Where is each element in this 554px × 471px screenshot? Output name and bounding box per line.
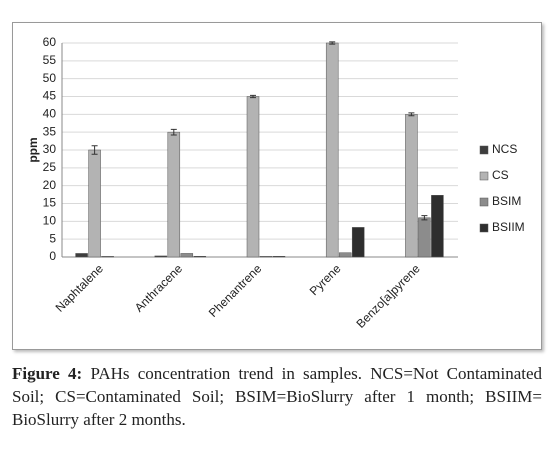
chart-frame [12, 22, 542, 350]
y-tick-label: 35 [43, 124, 57, 138]
bar [167, 131, 181, 258]
y-tick-label: 55 [43, 53, 57, 67]
bar [193, 256, 207, 258]
x-tick-label: Anthracene [132, 261, 186, 315]
chart: ppm 0 5 10 15 20 25 30 35 40 45 50 55 60 Naphtalene An… [26, 35, 525, 331]
bar [154, 255, 168, 258]
error-bar [91, 145, 98, 155]
x-tick-label: Benzo[a]pyrene [353, 261, 423, 331]
legend-label: CS [492, 168, 509, 182]
bar [101, 256, 114, 258]
bar [259, 256, 273, 258]
legend-label: BSIM [492, 194, 521, 208]
y-tick-label: 20 [43, 178, 57, 192]
bar [75, 253, 88, 258]
error-bar [329, 41, 336, 45]
y-tick-label: 50 [43, 71, 57, 85]
legend-swatch [479, 171, 489, 181]
y-tick-label: 15 [43, 196, 57, 210]
y-tick-label: 40 [43, 107, 57, 121]
y-tick-label: 25 [43, 160, 57, 174]
bar [272, 256, 286, 258]
bar [88, 149, 101, 258]
caption: Figure 4: PAHs concentration trend in sa… [12, 362, 542, 431]
y-axis-label: ppm [26, 137, 40, 162]
y-tick-label: 5 [49, 231, 56, 245]
bar [405, 114, 418, 258]
legend-label: BSIIM [492, 220, 525, 234]
x-tick-label: Phenantrene [206, 261, 265, 320]
y-tick-label: 60 [43, 35, 57, 49]
y-tick-label: 0 [49, 249, 56, 263]
y-tick-label: 10 [43, 214, 57, 228]
legend-swatch [479, 197, 489, 207]
bar [338, 252, 352, 258]
bar [431, 195, 444, 258]
y-tick-label: 45 [43, 89, 57, 103]
bar [418, 217, 431, 258]
error-bar [408, 112, 415, 117]
error-bar [170, 128, 177, 136]
legend-swatch [479, 145, 489, 155]
legend-label: NCS [492, 142, 517, 156]
bar [246, 96, 260, 258]
caption-label: Figure 4: [12, 364, 83, 383]
bar [180, 253, 194, 258]
x-tick-label: Naphtalene [53, 261, 107, 315]
bar [325, 42, 339, 258]
bar [351, 227, 365, 258]
error-bar [421, 215, 428, 221]
x-tick-label: Pyrene [307, 261, 344, 298]
legend-swatch [479, 223, 489, 233]
caption-text: PAHs concentration trend in samples. NCS… [12, 364, 543, 429]
y-tick-label: 30 [43, 142, 57, 156]
error-bar [250, 94, 256, 99]
